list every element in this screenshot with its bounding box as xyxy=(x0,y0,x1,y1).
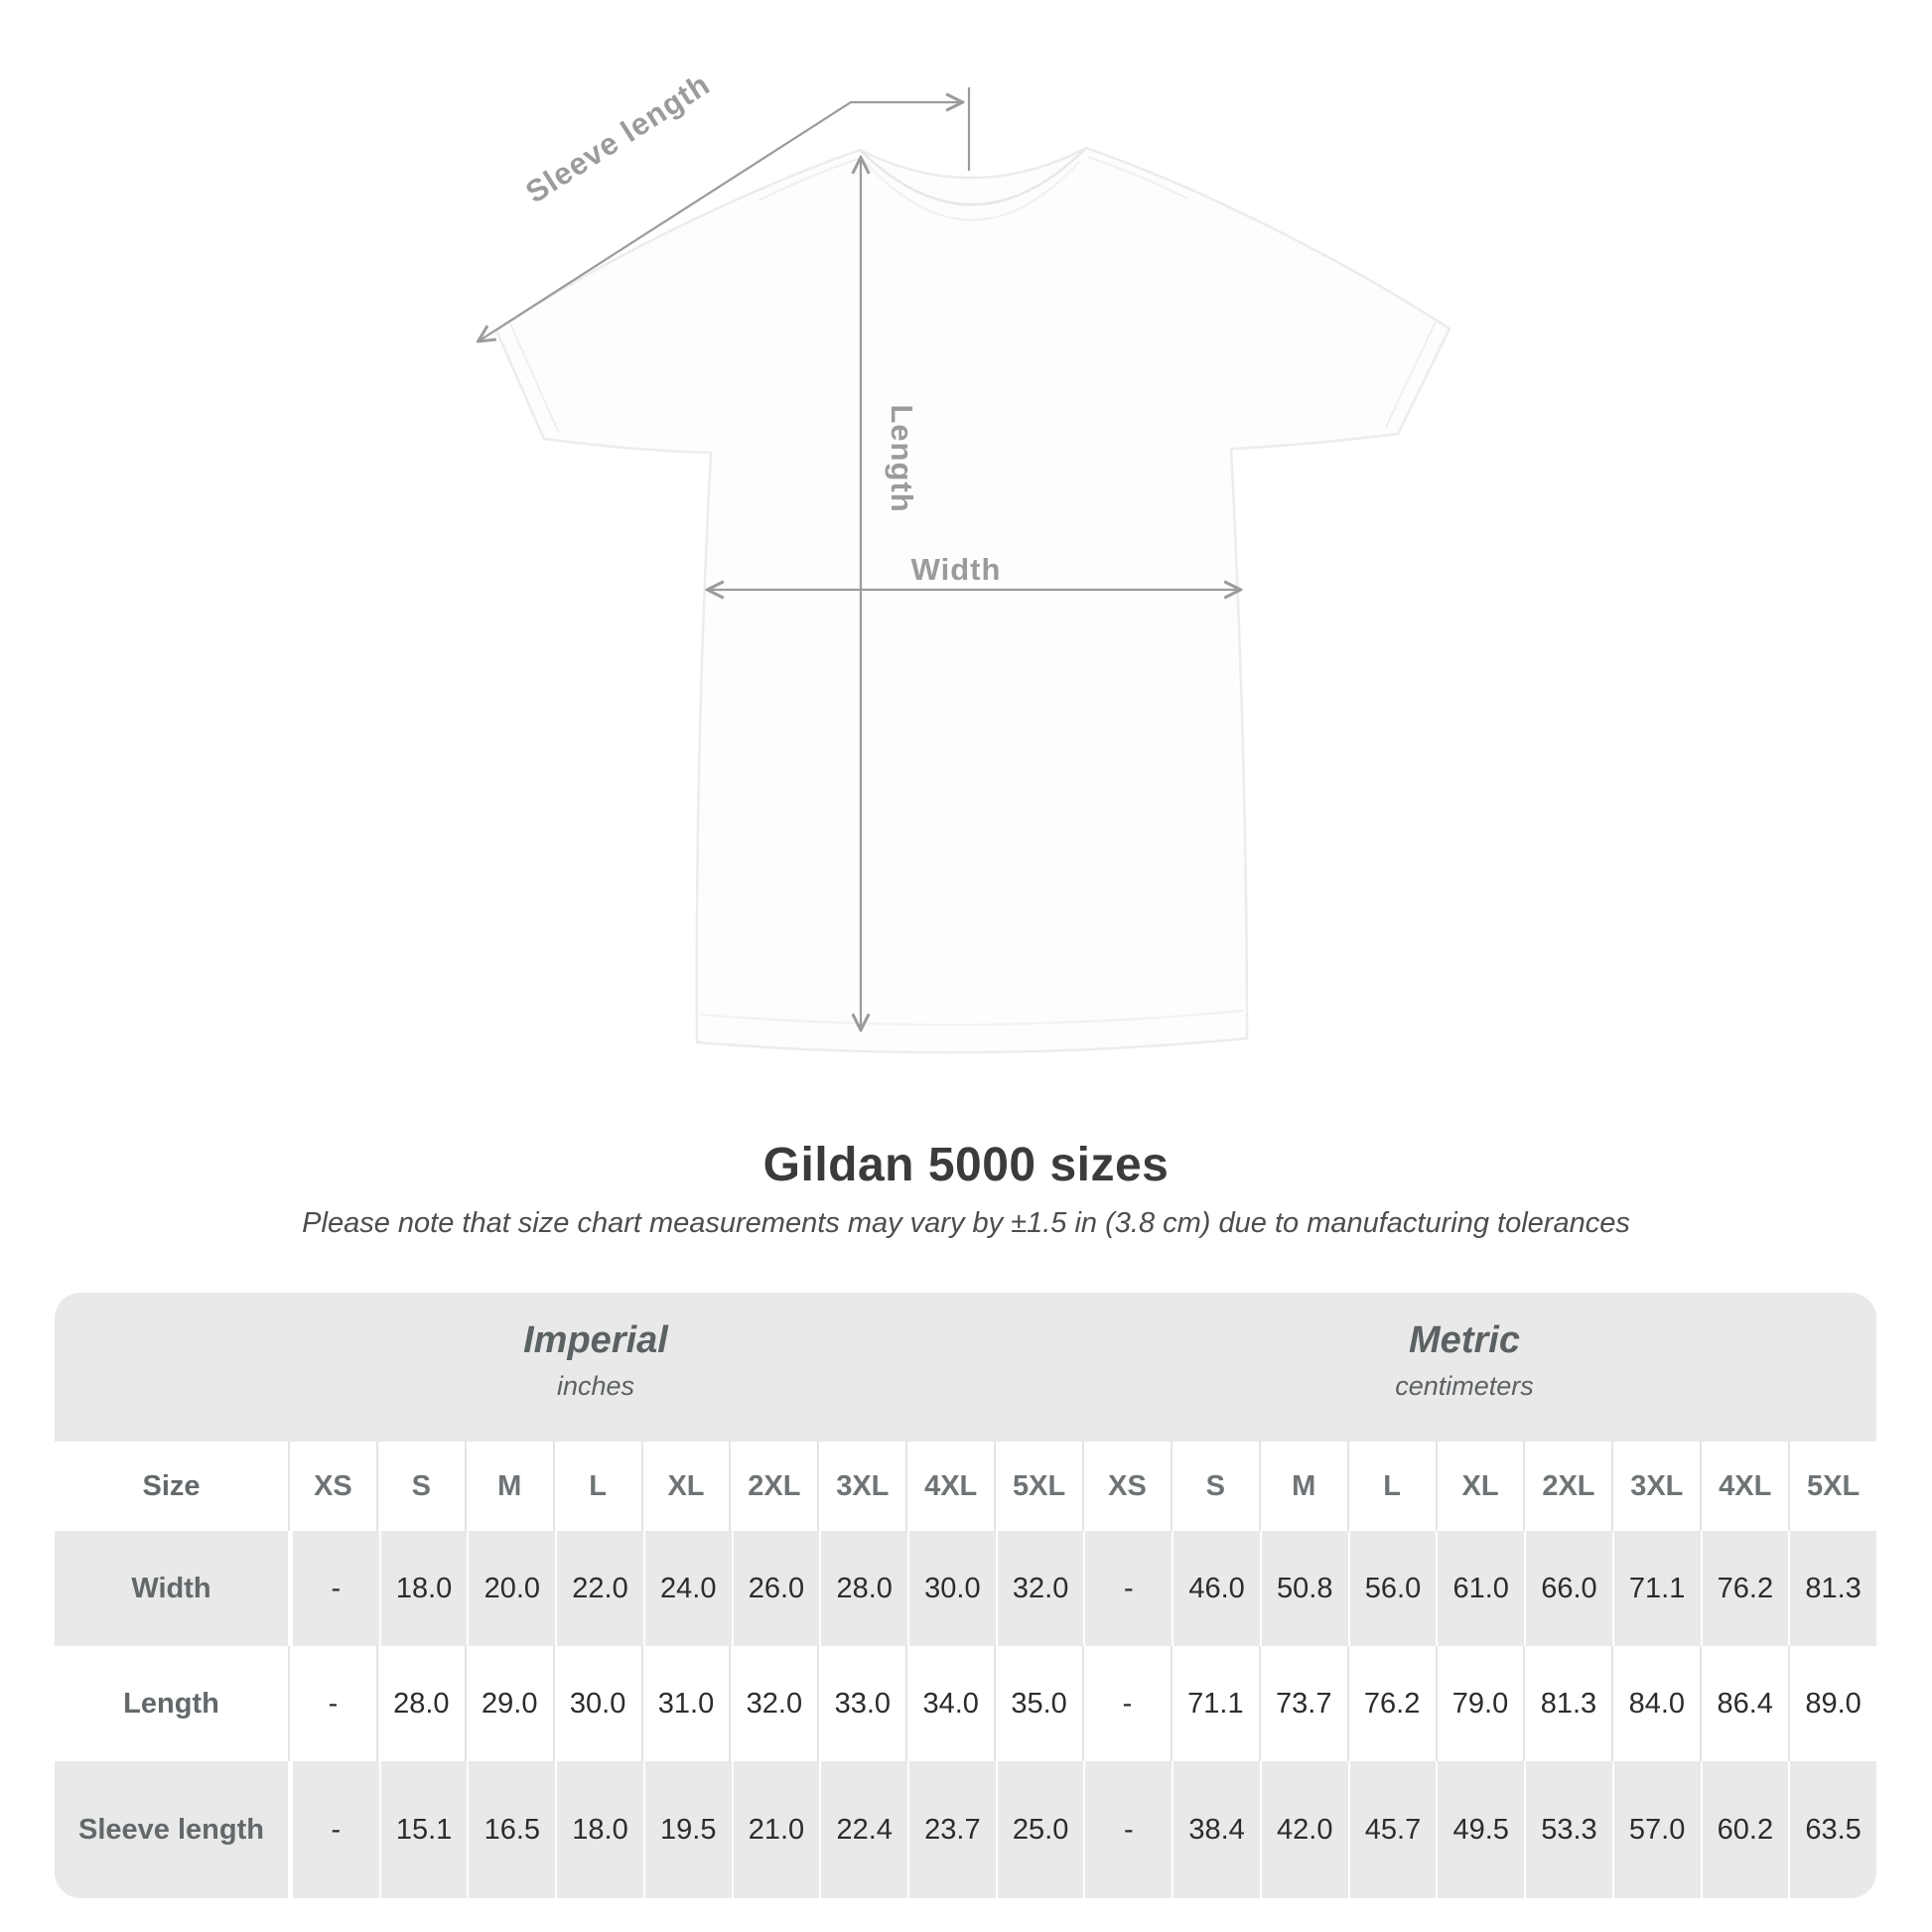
table-cell: 34.0 xyxy=(905,1646,994,1761)
row-label: Sleeve length xyxy=(78,1813,264,1846)
sleeve-length-arrow xyxy=(480,102,961,341)
table-cell: 84.0 xyxy=(1611,1646,1700,1761)
table-cell: - xyxy=(1082,1646,1171,1761)
column-header: XS xyxy=(1082,1442,1171,1531)
table-cell: 22.0 xyxy=(555,1531,643,1646)
table-cell: 28.0 xyxy=(375,1646,465,1761)
column-header: 3XL xyxy=(1611,1442,1700,1531)
table-cell: 71.1 xyxy=(1611,1531,1701,1646)
table-cell: 61.0 xyxy=(1436,1531,1524,1646)
column-header: S xyxy=(375,1442,465,1531)
column-header: XS xyxy=(288,1442,376,1531)
table-cell: - xyxy=(1083,1761,1172,1898)
column-header: 3XL xyxy=(817,1442,905,1531)
table-cell: 23.7 xyxy=(907,1761,996,1898)
table-cell: 81.3 xyxy=(1788,1531,1876,1646)
table-cell: 49.5 xyxy=(1436,1761,1524,1898)
table-cell: 81.3 xyxy=(1523,1646,1611,1761)
column-header: 5XL xyxy=(1788,1442,1876,1531)
column-header: L xyxy=(552,1442,641,1531)
table-cell: 38.4 xyxy=(1172,1761,1260,1898)
table-cell: 16.5 xyxy=(467,1761,555,1898)
measurement-annotations xyxy=(480,87,1239,1029)
table-cell: 18.0 xyxy=(555,1761,643,1898)
length-label: Length xyxy=(885,404,919,512)
table-cell: 25.0 xyxy=(995,1761,1084,1898)
table-cell: 66.0 xyxy=(1524,1531,1612,1646)
row-label: Width xyxy=(131,1572,211,1604)
table-cell: - xyxy=(288,1531,379,1646)
imperial-section-header: Imperial inches xyxy=(55,1293,1137,1442)
imperial-section-title: Imperial xyxy=(523,1319,668,1361)
table-cell: 71.1 xyxy=(1170,1646,1259,1761)
column-header: XL xyxy=(1435,1442,1524,1531)
table-cell: 19.5 xyxy=(642,1761,732,1898)
table-cell: - xyxy=(288,1761,379,1898)
width-label: Width xyxy=(911,552,1002,587)
table-cell: 15.1 xyxy=(378,1761,468,1898)
table-cell: 20.0 xyxy=(467,1531,555,1646)
column-header: L xyxy=(1346,1442,1436,1531)
table-cell: 63.5 xyxy=(1788,1761,1876,1898)
table-cell: 45.7 xyxy=(1347,1761,1437,1898)
sleeve-length-label: Sleeve length xyxy=(519,67,716,209)
table-cell: 76.2 xyxy=(1346,1646,1436,1761)
table-cell: 24.0 xyxy=(642,1531,732,1646)
table-cell: 53.3 xyxy=(1524,1761,1612,1898)
metric-section-header: Metric centimeters xyxy=(1047,1293,1876,1442)
table-cell: 50.8 xyxy=(1259,1531,1348,1646)
size-header-row: Size XS S M L XL 2XL 3XL 4XL 5XL XS S M … xyxy=(55,1442,1876,1531)
column-header: 4XL xyxy=(905,1442,994,1531)
table-cell: 26.0 xyxy=(731,1531,820,1646)
column-header: M xyxy=(464,1442,553,1531)
table-cell: 56.0 xyxy=(1347,1531,1437,1646)
column-header: M xyxy=(1258,1442,1347,1531)
table-cell: 32.0 xyxy=(995,1531,1084,1646)
column-header: XL xyxy=(640,1442,730,1531)
column-header: 2XL xyxy=(1523,1442,1611,1531)
imperial-section-unit: inches xyxy=(556,1371,635,1401)
column-header: S xyxy=(1170,1442,1259,1531)
table-cell: 31.0 xyxy=(640,1646,730,1761)
table-cell: 18.0 xyxy=(378,1531,468,1646)
table-row-length: Length - 28.0 29.0 30.0 31.0 32.0 33.0 3… xyxy=(55,1646,1876,1761)
tolerance-note: Please note that size chart measurements… xyxy=(302,1207,1630,1239)
table-cell: 28.0 xyxy=(819,1531,907,1646)
size-chart-table: Imperial inches Metric centimeters Size … xyxy=(55,1293,1876,1898)
unit-header-row: Imperial inches Metric centimeters xyxy=(55,1293,1876,1442)
table-cell: 21.0 xyxy=(731,1761,820,1898)
column-header: 2XL xyxy=(729,1442,817,1531)
table-cell: 32.0 xyxy=(729,1646,817,1761)
row-label: Length xyxy=(123,1687,219,1720)
table-cell: 29.0 xyxy=(464,1646,553,1761)
table-cell: 79.0 xyxy=(1435,1646,1524,1761)
table-cell: 57.0 xyxy=(1611,1761,1701,1898)
table-cell: 22.4 xyxy=(819,1761,907,1898)
table-cell: - xyxy=(288,1646,376,1761)
tshirt-diagram: Sleeve length Length Width xyxy=(0,67,1451,1054)
table-cell: 76.2 xyxy=(1700,1531,1789,1646)
metric-section-unit: centimeters xyxy=(1395,1371,1534,1401)
table-cell: 73.7 xyxy=(1258,1646,1347,1761)
page-title: Gildan 5000 sizes xyxy=(762,1139,1170,1191)
column-header: 5XL xyxy=(994,1442,1082,1531)
table-cell: 60.2 xyxy=(1700,1761,1789,1898)
table-row-width: Width - 18.0 20.0 22.0 24.0 26.0 28.0 30… xyxy=(55,1531,1876,1646)
table-cell: 89.0 xyxy=(1788,1646,1876,1761)
metric-section-title: Metric xyxy=(1409,1319,1520,1361)
table-cell: - xyxy=(1083,1531,1172,1646)
table-cell: 30.0 xyxy=(907,1531,996,1646)
table-row-sleeve-length: Sleeve length - 15.1 16.5 18.0 19.5 21.0… xyxy=(55,1761,1876,1898)
table-cell: 30.0 xyxy=(552,1646,641,1761)
table-cell: 46.0 xyxy=(1172,1531,1260,1646)
tshirt-graphic xyxy=(494,146,1451,1054)
table-cell: 33.0 xyxy=(817,1646,905,1761)
table-cell: 35.0 xyxy=(994,1646,1082,1761)
column-header: 4XL xyxy=(1700,1442,1788,1531)
table-cell: 42.0 xyxy=(1259,1761,1348,1898)
table-cell: 86.4 xyxy=(1700,1646,1788,1761)
size-corner-label: Size xyxy=(142,1469,201,1502)
